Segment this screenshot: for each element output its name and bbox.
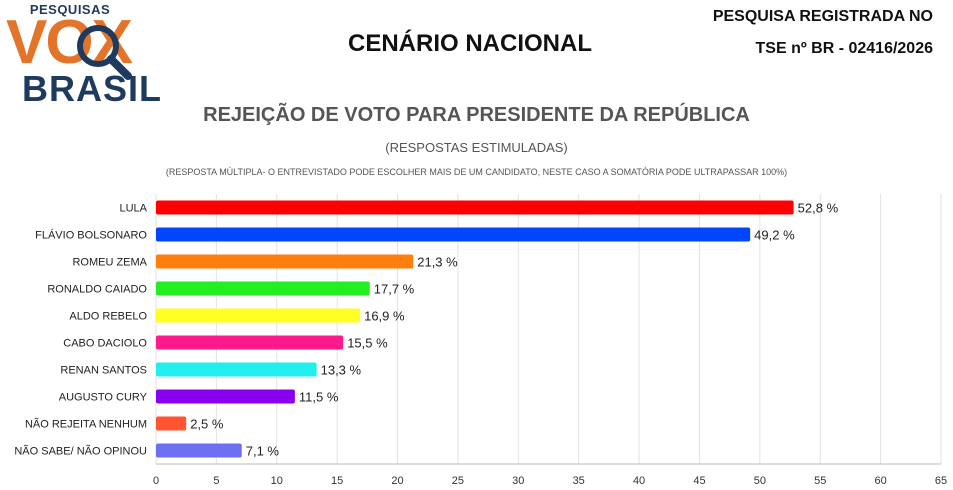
x-tick-label: 10 [271,475,283,487]
x-tick-label: 15 [331,475,343,487]
logo-bottom-text: BRASIL [22,68,162,109]
x-tick-label: 25 [452,475,464,487]
value-label: 16,9 % [364,309,405,324]
value-label: 11,5 % [299,390,339,405]
category-label: LULA [119,203,147,215]
logo-top-text: PESQUISAS [29,2,111,17]
value-label: 7,1 % [246,444,280,459]
bar [156,308,361,323]
registration-line-1: PESQUISA REGISTRADA NO [712,8,933,25]
x-tick-label: 30 [512,475,524,487]
bar [156,200,794,215]
value-label: 15,5 % [347,336,388,351]
bar [156,335,344,350]
chart-title: REJEIÇÃO DE VOTO PARA PRESIDENTE DA REPÚ… [203,104,750,126]
magnifier-icon [77,25,132,80]
x-tick-label: 35 [573,475,585,487]
value-label: 13,3 % [321,363,362,378]
x-tick-label: 65 [935,475,947,487]
bar-chart: 0 5 10 15 20 25 30 35 40 45 50 55 60 65 LULA 52,8 % FLÁV… [14,194,947,487]
category-label: ALDO REBELO [69,311,147,323]
category-label: NÃO REJEITA NENHUM [25,418,147,431]
x-tick-label: 0 [153,475,159,487]
x-tick-label: 50 [754,475,766,487]
category-label: FLÁVIO BOLSONARO [35,229,147,242]
vox-brasil-logo: PESQUISAS VOX BRASIL [6,2,176,108]
value-label: 21,3 % [417,255,458,270]
registration-line-2: TSE nº BR - 02416/2026 [755,40,933,57]
value-label: 49,2 % [754,228,795,243]
bar [156,416,187,431]
value-label: 2,5 % [190,417,224,432]
bar [156,281,370,296]
x-tick-label: 5 [213,475,219,487]
x-tick-label: 45 [693,475,705,487]
category-label: NÃO SABE/ NÃO OPINOU [14,445,147,458]
bar [156,254,414,269]
value-label: 52,8 % [798,201,839,216]
x-tick-label: 20 [391,475,403,487]
category-label: ROMEU ZEMA [72,257,147,269]
category-label: CABO DACIOLO [63,338,147,350]
bar [156,443,242,458]
x-tick-label: 55 [814,475,826,487]
category-label: RONALDO CAIADO [47,284,147,296]
bar [156,389,295,404]
x-tick-label: 40 [633,475,645,487]
category-label: RENAN SANTOS [60,365,147,377]
chart-subtitle: (RESPOSTAS ESTIMULADAS) [385,140,568,155]
category-label: AUGUSTO CURY [59,392,148,404]
bar [156,227,751,242]
chart-note: (RESPOSTA MÚLTIPLA- O ENTREVISTADO PODE … [165,167,788,177]
page-title: CENÁRIO NACIONAL [348,30,592,57]
x-tick-label: 60 [874,475,886,487]
bar [156,362,317,377]
value-label: 17,7 % [374,282,415,297]
